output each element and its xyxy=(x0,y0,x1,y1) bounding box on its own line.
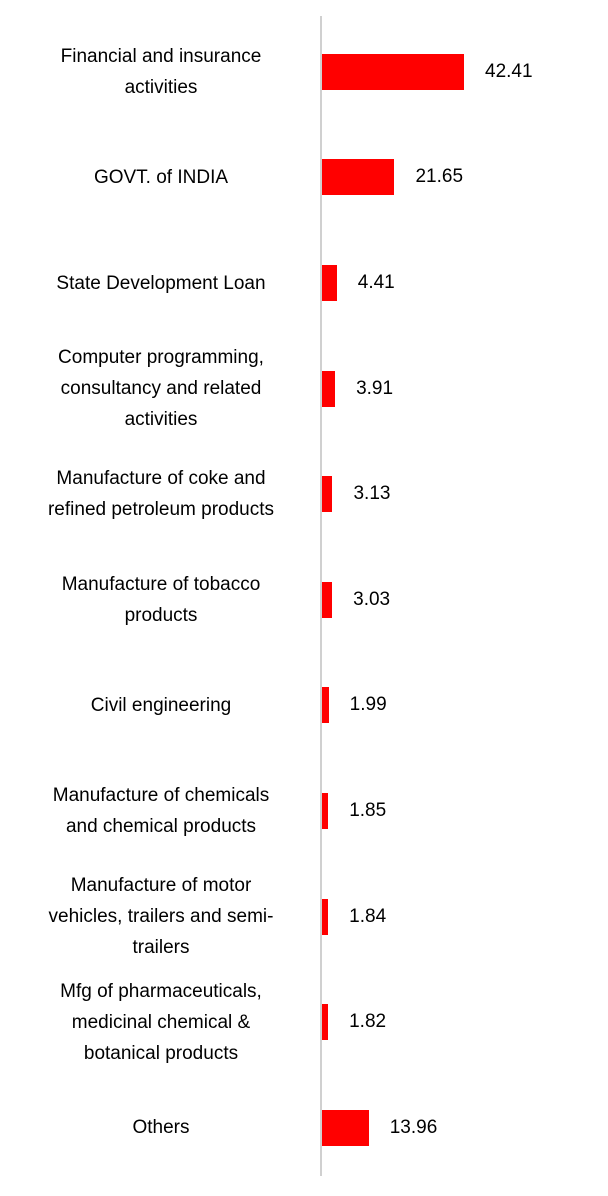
category-label-line: products xyxy=(124,604,198,626)
value-label: 3.91 xyxy=(356,377,394,399)
category-label: Manufacture of coke and refined petroleum… xyxy=(16,463,306,525)
value-label: 13.96 xyxy=(389,1116,438,1138)
value-label: 4.41 xyxy=(357,272,395,293)
category-axis-line xyxy=(320,16,322,1176)
category-label-line: GOVT. of INDIA xyxy=(93,166,229,188)
category-label: State Development Loan xyxy=(16,268,306,299)
category-label-line: consultancy and related xyxy=(60,378,262,400)
category-label-line: refined petroleum products xyxy=(47,499,274,521)
category-label-line: Manufacture of chemicals xyxy=(52,785,270,806)
category-label-line: Manufacture of tobacco xyxy=(61,573,261,595)
category-label-line: activities xyxy=(124,76,198,98)
value-label: 1.84 xyxy=(349,905,387,927)
value-label: 1.82 xyxy=(349,1011,387,1033)
bar xyxy=(322,159,395,196)
value-label: 3.03 xyxy=(353,588,391,610)
category-label-line: Civil engineering xyxy=(90,694,232,716)
category-label-line: and chemical products xyxy=(65,816,257,837)
bar xyxy=(322,1004,329,1041)
category-label-line: State Development Loan xyxy=(56,272,266,294)
category-label: Computer programming, consultancy and rel… xyxy=(16,342,306,435)
bar xyxy=(322,265,337,301)
category-label-line: Computer programming, xyxy=(58,347,264,369)
bar xyxy=(322,898,329,935)
bar xyxy=(322,687,329,724)
category-label-line: medicinal chemical & xyxy=(71,1011,251,1033)
value-label: 1.99 xyxy=(349,694,387,716)
bar xyxy=(322,53,464,90)
value-label: 42.41 xyxy=(485,60,533,82)
category-label-line: Manufacture of motor xyxy=(70,875,252,897)
category-label-line: Manufacture of coke and xyxy=(56,468,266,490)
bar xyxy=(322,370,336,407)
value-label: 1.85 xyxy=(349,800,387,821)
category-label: Manufacture of chemicals and chemical pro… xyxy=(16,780,306,842)
value-label: 21.65 xyxy=(415,166,464,188)
category-label: Manufacture of tobacco products xyxy=(16,569,306,631)
category-label-line: activities xyxy=(124,409,198,431)
bar xyxy=(322,1109,369,1146)
category-label: Mfg of pharmaceuticals, medicinal chemica… xyxy=(16,976,306,1069)
category-label: Others xyxy=(16,1112,306,1143)
value-label: 3.13 xyxy=(353,483,391,505)
category-label-line: botanical products xyxy=(83,1042,239,1064)
category-label-line: Others xyxy=(132,1117,190,1139)
category-label-line: trailers xyxy=(132,937,190,959)
category-label-line: Mfg of pharmaceuticals, xyxy=(60,980,262,1002)
category-label: Financial and insurance activities xyxy=(16,41,306,103)
category-label: GOVT. of INDIA xyxy=(16,162,306,193)
bar xyxy=(322,476,333,513)
bar xyxy=(322,581,333,618)
category-label-line: Financial and insurance xyxy=(60,45,262,67)
category-label: Manufacture of motor vehicles, trailers a… xyxy=(16,870,306,963)
category-label: Civil engineering xyxy=(16,690,306,721)
category-label-line: vehicles, trailers and semi- xyxy=(48,906,274,928)
bar xyxy=(322,793,329,829)
